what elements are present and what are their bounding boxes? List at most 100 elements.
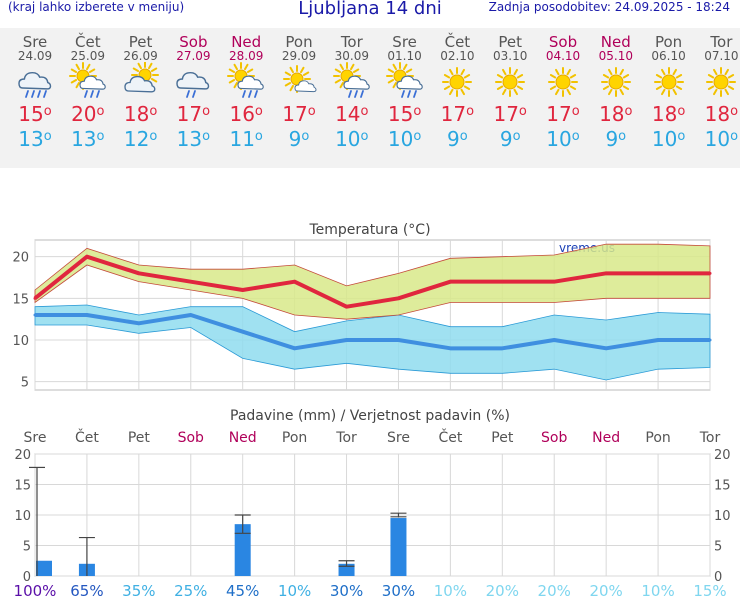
max-temperature: 17o: [440, 102, 475, 126]
max-temperature-point: [604, 271, 608, 275]
precipitation-probability-label: 10%: [434, 582, 467, 600]
min-temperature: 10o: [546, 127, 580, 151]
day-name: Tor: [340, 33, 363, 51]
day-date: 28.09: [229, 49, 264, 63]
day-date: 01.10: [387, 49, 422, 63]
precipitation-probability-label: 30%: [330, 582, 363, 600]
temperature-y-tick-label: 5: [21, 376, 29, 391]
max-temperature-point: [552, 280, 556, 284]
day-date: 07.10: [704, 49, 739, 63]
min-temperature: 10o: [704, 127, 739, 151]
precipitation-y-tick-label-left: 5: [23, 540, 31, 555]
max-temperature: 18o: [651, 102, 686, 126]
day-name: Sre: [392, 33, 417, 51]
sun-small-cloud-icon: [273, 62, 325, 102]
min-temperature-point: [137, 321, 141, 325]
min-temperature-point: [33, 313, 37, 317]
precipitation-day-label: Sob: [541, 430, 567, 446]
day-date: 24.09: [17, 49, 53, 63]
min-temperature: 10o: [387, 127, 422, 151]
day-column: Sob 27.09 17o 13o: [167, 28, 219, 152]
sun-cloud-icon: [115, 62, 167, 102]
precipitation-y-tick-label-left: 0: [23, 570, 31, 585]
sun-icon: [643, 62, 695, 102]
min-temperature-point: [345, 338, 349, 342]
temperature-y-tick-label: 15: [12, 292, 29, 307]
min-temperature-point: [656, 338, 660, 342]
min-temperature-point: [448, 346, 452, 350]
sun-rain-cloud-icon: [379, 62, 431, 102]
min-temperature: 9o: [288, 127, 310, 151]
day-date: 03.10: [493, 49, 528, 63]
day-column: Čet 02.10 17o 9o: [431, 28, 483, 152]
precipitation-day-label: Čet: [438, 428, 462, 446]
day-column: Sre 24.09 15o 13o: [9, 28, 61, 152]
day-column: Tor 07.10 18o 10o: [695, 28, 740, 152]
precipitation-day-label: Ned: [592, 430, 620, 446]
day-column: Pon 29.09 17o 9o: [273, 28, 325, 152]
precipitation-y-tick-label-right: 0: [714, 570, 722, 585]
max-temperature-point: [345, 305, 349, 309]
day-date: 06.10: [651, 49, 686, 63]
precipitation-day-label: Pet: [491, 430, 514, 446]
min-temperature: 9o: [605, 127, 627, 151]
precipitation-day-label: Sob: [178, 430, 204, 446]
max-temperature-point: [241, 288, 245, 292]
max-temperature: 15o: [387, 102, 422, 126]
min-temperature-line: [35, 313, 710, 351]
day-date: 04.10: [545, 49, 581, 63]
precipitation-probability-label: 10%: [641, 582, 674, 600]
max-temperature: 17o: [493, 102, 527, 126]
min-temperature: 13o: [18, 127, 52, 151]
max-temperature-point: [500, 280, 504, 284]
max-temperature-point: [396, 296, 400, 300]
sun-rain-cloud-icon: [62, 62, 114, 102]
precipitation-day-label: Pet: [128, 430, 151, 446]
min-temperature: 11o: [229, 127, 263, 151]
max-temperature: 16o: [229, 102, 263, 126]
max-temperature-point: [189, 280, 193, 284]
max-temperature-point: [33, 296, 37, 300]
sun-icon: [590, 62, 642, 102]
sun-icon: [695, 62, 740, 102]
max-temperature: 15o: [18, 102, 52, 126]
precipitation-y-tick-label-left: 20: [14, 448, 31, 463]
day-date: 26.09: [123, 49, 158, 63]
precipitation-probability-label: 35%: [122, 582, 155, 600]
day-name: Pet: [128, 33, 153, 51]
precipitation-probability-label: 65%: [70, 582, 103, 600]
day-date: 27.09: [176, 49, 211, 63]
day-column: Ned 28.09 16o 11o: [220, 28, 272, 152]
precipitation-day-label: Ned: [229, 430, 257, 446]
max-temperature: 17o: [546, 102, 580, 126]
day-column: Pet 03.10 17o 9o: [484, 28, 536, 152]
precipitation-y-tick-label-right: 5: [714, 540, 722, 555]
min-temperature: 10o: [335, 127, 369, 151]
day-name: Sob: [548, 33, 578, 51]
day-column: Sre 01.10 15o 10o: [379, 28, 431, 152]
day-column: Čet 25.09 20o 13o: [62, 28, 114, 152]
day-date: 02.10: [440, 49, 475, 63]
max-temperature-point: [448, 280, 452, 284]
precipitation-probability-label: 30%: [382, 582, 415, 600]
precipitation-day-label: Sre: [24, 430, 47, 446]
min-temperature-point: [396, 338, 400, 342]
min-temperature-point: [552, 338, 556, 342]
max-temperature: 20o: [71, 102, 105, 126]
min-temperature: 13o: [176, 127, 211, 151]
max-temperature-line: [33, 254, 710, 309]
day-name: Sob: [179, 33, 208, 51]
precipitation-y-tick-label-right: 10: [714, 509, 731, 524]
day-name: Pon: [654, 33, 683, 51]
location-menu-hint[interactable]: (kraj lahko izberete v meniju): [8, 0, 185, 14]
temperature-chart-title: Temperatura (°C): [308, 222, 430, 238]
day-column: Sob 04.10 17o 10o: [537, 28, 589, 152]
max-temperature-range-band: [34, 243, 711, 320]
day-name: Ned: [600, 33, 631, 51]
precipitation-probability-label: 45%: [226, 582, 259, 600]
max-temperature-point: [85, 255, 89, 259]
min-temperature-range-band: [34, 304, 711, 381]
day-column: Tor 30.09 14o 10o: [326, 28, 378, 152]
